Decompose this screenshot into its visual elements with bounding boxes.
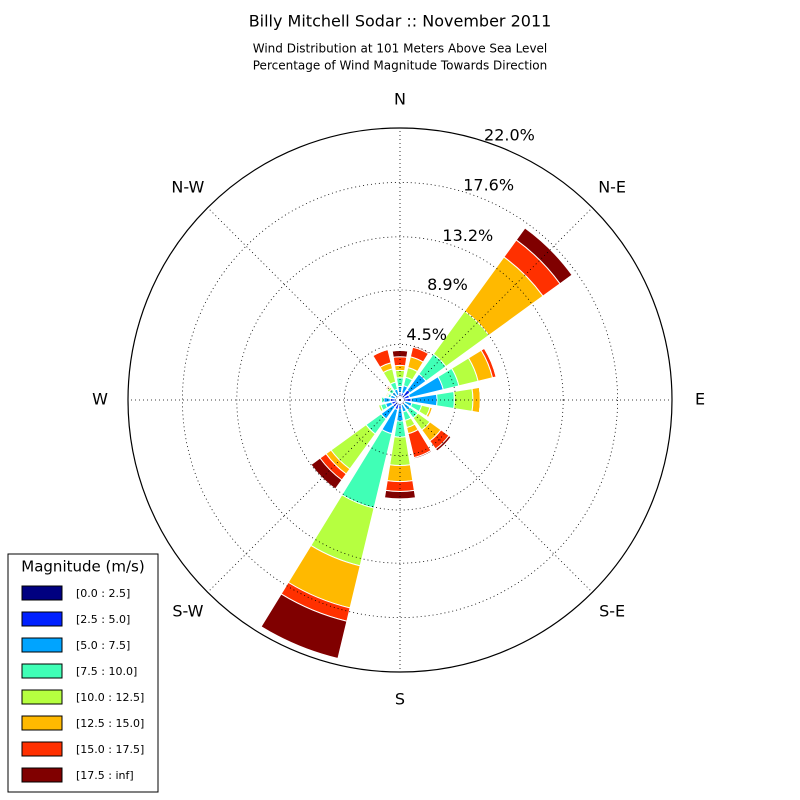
legend-swatch — [21, 663, 63, 679]
chart-title: Billy Mitchell Sodar :: November 2011 — [249, 12, 552, 31]
legend-swatch — [21, 637, 63, 653]
direction-label: N-W — [171, 177, 204, 196]
legend-swatch — [21, 715, 63, 731]
chart-subtitle: Percentage of Wind Magnitude Towards Dir… — [253, 59, 547, 73]
legend-label: [2.5 : 5.0] — [76, 613, 130, 626]
direction-label: S-W — [172, 602, 203, 621]
wind-bar-segment — [386, 464, 414, 483]
legend-label: [15.0 : 17.5] — [76, 743, 144, 756]
legend-label: [7.5 : 10.0] — [76, 665, 137, 678]
wind-bar-segment — [413, 449, 433, 460]
wind-bar-segment — [436, 390, 455, 410]
grid-circle — [343, 343, 457, 457]
legend-title: Magnitude (m/s) — [21, 558, 144, 576]
legend-label: [0.0 : 2.5] — [76, 587, 130, 600]
direction-label: E — [695, 390, 705, 409]
wind-bar-segment — [428, 407, 433, 418]
legend-label: [10.0 : 12.5] — [76, 691, 144, 704]
wind-bar-segment — [392, 356, 408, 367]
legend-label: [12.5 : 15.0] — [76, 717, 144, 730]
radial-grid-line — [207, 399, 401, 593]
wind-bar-segment — [385, 480, 415, 492]
legend: Magnitude (m/s) [0.0 : 2.5] [2.5 : 5.0] [5.… — [7, 553, 159, 793]
wind-bar-segment — [394, 364, 406, 372]
legend-swatch — [21, 767, 63, 783]
grid-circle — [289, 289, 511, 511]
legend-label: [5.0 : 7.5] — [76, 639, 130, 652]
radial-grid-line — [399, 207, 593, 401]
wind-bar-segment — [391, 350, 409, 358]
r-tick-label: 4.5% — [406, 325, 447, 344]
wind-bar-segment — [515, 227, 573, 285]
r-tick-label: 8.9% — [427, 275, 468, 294]
outer-circle — [127, 127, 673, 673]
grid-circle — [181, 181, 619, 619]
radial-grid-line — [399, 399, 593, 593]
legend-label: [17.5 : inf] — [76, 769, 134, 782]
r-tick-label: 17.6% — [463, 176, 514, 195]
wind-bar-segment — [483, 348, 497, 378]
radial-grid-line — [207, 207, 401, 401]
wind-bar-segment — [383, 489, 417, 500]
legend-swatch — [21, 585, 63, 601]
r-tick-label: 22.0% — [484, 125, 535, 144]
direction-label: S-E — [599, 602, 625, 621]
grid-circle — [236, 236, 564, 564]
wind-bar-segment — [260, 593, 348, 660]
wind-bar-segment — [434, 434, 452, 452]
direction-label: S — [395, 690, 405, 709]
legend-swatch — [21, 611, 63, 627]
legend-swatch — [21, 689, 63, 705]
r-tick-label: 13.2% — [442, 226, 493, 245]
direction-label: W — [92, 390, 108, 409]
direction-label: N-E — [598, 177, 626, 196]
direction-label: N — [394, 90, 406, 109]
legend-swatch — [21, 741, 63, 757]
chart-subtitle: Wind Distribution at 101 Meters Above Se… — [253, 42, 548, 56]
